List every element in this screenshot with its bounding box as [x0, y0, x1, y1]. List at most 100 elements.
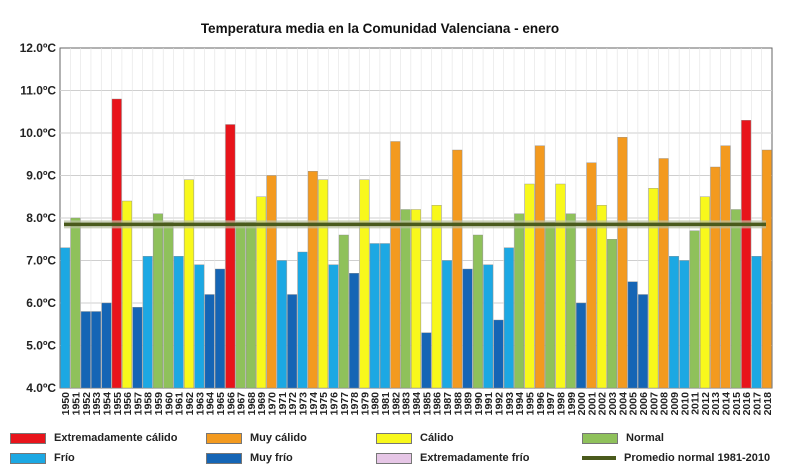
x-tick-label: 2009: [669, 392, 681, 416]
bar-1978: [349, 273, 360, 389]
bar-1972: [287, 294, 298, 389]
bar-2011: [689, 230, 700, 389]
x-tick-label: 1964: [205, 392, 217, 416]
bar-2003: [607, 239, 618, 389]
x-tick-label: 2016: [741, 392, 753, 416]
bar-1984: [411, 209, 421, 389]
x-tick-label: 1993: [504, 392, 516, 416]
x-tick-label: 1957: [132, 392, 144, 416]
legend-swatch-muy-frio: [206, 452, 242, 464]
x-tick-label: 1999: [566, 392, 578, 416]
bar-1961: [173, 256, 184, 389]
x-tick-label: 1952: [81, 392, 93, 416]
x-tick-label: 1961: [174, 392, 186, 416]
y-tick-label: 9.0ºC: [26, 169, 56, 183]
legend-swatch-muy-calido: [206, 432, 242, 444]
bar-1966: [225, 124, 236, 389]
bar-2004: [617, 137, 628, 389]
bar-1996: [534, 145, 545, 389]
x-tick-label: 1969: [256, 392, 268, 416]
legend-label: Normal: [626, 432, 664, 444]
legend-swatch-normal: [582, 432, 618, 444]
bar-1956: [122, 200, 133, 389]
x-tick-label: 1985: [421, 392, 433, 416]
bar-1975: [318, 179, 329, 389]
x-tick-label: 1991: [483, 392, 495, 416]
x-tick-label: 2012: [700, 392, 712, 416]
bar-1957: [132, 307, 143, 389]
y-tick-label: 12.0ºC: [20, 41, 57, 55]
x-tick-label: 1980: [370, 392, 382, 416]
bar-1960: [163, 222, 174, 389]
bar-1980: [369, 243, 380, 389]
bar-1976: [328, 264, 339, 389]
bar-1993: [503, 247, 514, 389]
bar-1999: [565, 213, 576, 389]
x-tick-label: 1986: [432, 392, 444, 416]
bar-1970: [266, 175, 277, 389]
legend-label: Extremadamente cálido: [54, 432, 178, 444]
x-tick-label: 1970: [267, 392, 279, 416]
x-tick-label: 1966: [225, 392, 237, 416]
legend-muy-calido: Muy cálido: [206, 430, 307, 446]
bar-1950: [60, 247, 71, 389]
x-tick-label: 2008: [659, 392, 671, 416]
y-axis-ticks: 4.0ºC 5.0ºC 6.0ºC 7.0ºC 8.0ºC 9.0ºC 10.0ºC 11.0…: [20, 41, 57, 395]
x-tick-label: 1994: [514, 392, 526, 416]
bar-2016: [741, 120, 752, 389]
bar-1985: [421, 332, 432, 389]
x-tick-label: 1979: [359, 392, 371, 416]
bar-1952: [80, 311, 91, 389]
bar-1953: [91, 311, 102, 389]
legend-extremadamente-frio: Extremadamente frío: [376, 450, 529, 466]
x-tick-label: 1951: [70, 392, 82, 416]
bar-1954: [101, 302, 112, 389]
x-tick-label: 2000: [576, 392, 588, 416]
bar-1994: [514, 213, 525, 389]
bar-1967: [235, 222, 246, 389]
legend: Extremadamente cálido Muy cálido Cálido …: [10, 430, 785, 470]
x-tick-label: 1990: [473, 392, 485, 416]
bar-1979: [359, 179, 370, 389]
x-tick-label: 1988: [452, 392, 464, 416]
bar-1982: [390, 141, 401, 389]
y-tick-label: 4.0ºC: [26, 381, 56, 395]
bar-1969: [256, 196, 267, 389]
x-tick-label: 1975: [318, 392, 330, 416]
chart-svg: Temperatura media en la Comunidad Valenc…: [20, 21, 774, 416]
bar-2002: [596, 205, 607, 389]
x-tick-label: 2001: [586, 392, 598, 416]
x-tick-label: 1984: [411, 392, 423, 416]
x-tick-label: 2004: [617, 392, 629, 416]
bar-1988: [452, 149, 463, 389]
x-tick-label: 1971: [277, 392, 289, 416]
x-tick-label: 2015: [731, 392, 743, 416]
bar-2006: [638, 294, 648, 389]
x-tick-label: 2007: [648, 392, 660, 416]
bar-1995: [524, 183, 535, 389]
bar-1986: [431, 205, 442, 389]
x-tick-label: 2011: [690, 392, 702, 415]
x-tick-label: 1972: [287, 392, 299, 416]
y-tick-label: 5.0ºC: [26, 339, 56, 353]
legend-label: Promedio normal 1981-2010: [624, 452, 771, 464]
y-tick-label: 11.0ºC: [20, 84, 56, 98]
bar-2017: [751, 256, 762, 389]
bar-1968: [245, 222, 256, 389]
legend-extremadamente-calido: Extremadamente cálido: [10, 430, 178, 446]
bar-1965: [214, 268, 225, 389]
x-tick-label: 1958: [143, 392, 155, 416]
legend-frio: Frío: [10, 450, 75, 466]
bar-1971: [276, 260, 287, 389]
x-tick-label: 1956: [122, 392, 134, 416]
bar-2001: [586, 162, 597, 389]
x-tick-label: 1962: [184, 392, 196, 416]
x-tick-label: 1998: [555, 392, 567, 416]
x-tick-label: 1974: [308, 392, 320, 416]
x-tick-label: 1960: [163, 392, 175, 416]
bar-2005: [627, 281, 638, 389]
x-tick-label: 1987: [442, 392, 454, 416]
bar-2012: [699, 196, 710, 389]
bar-1991: [483, 264, 494, 389]
bar-1964: [204, 294, 215, 389]
